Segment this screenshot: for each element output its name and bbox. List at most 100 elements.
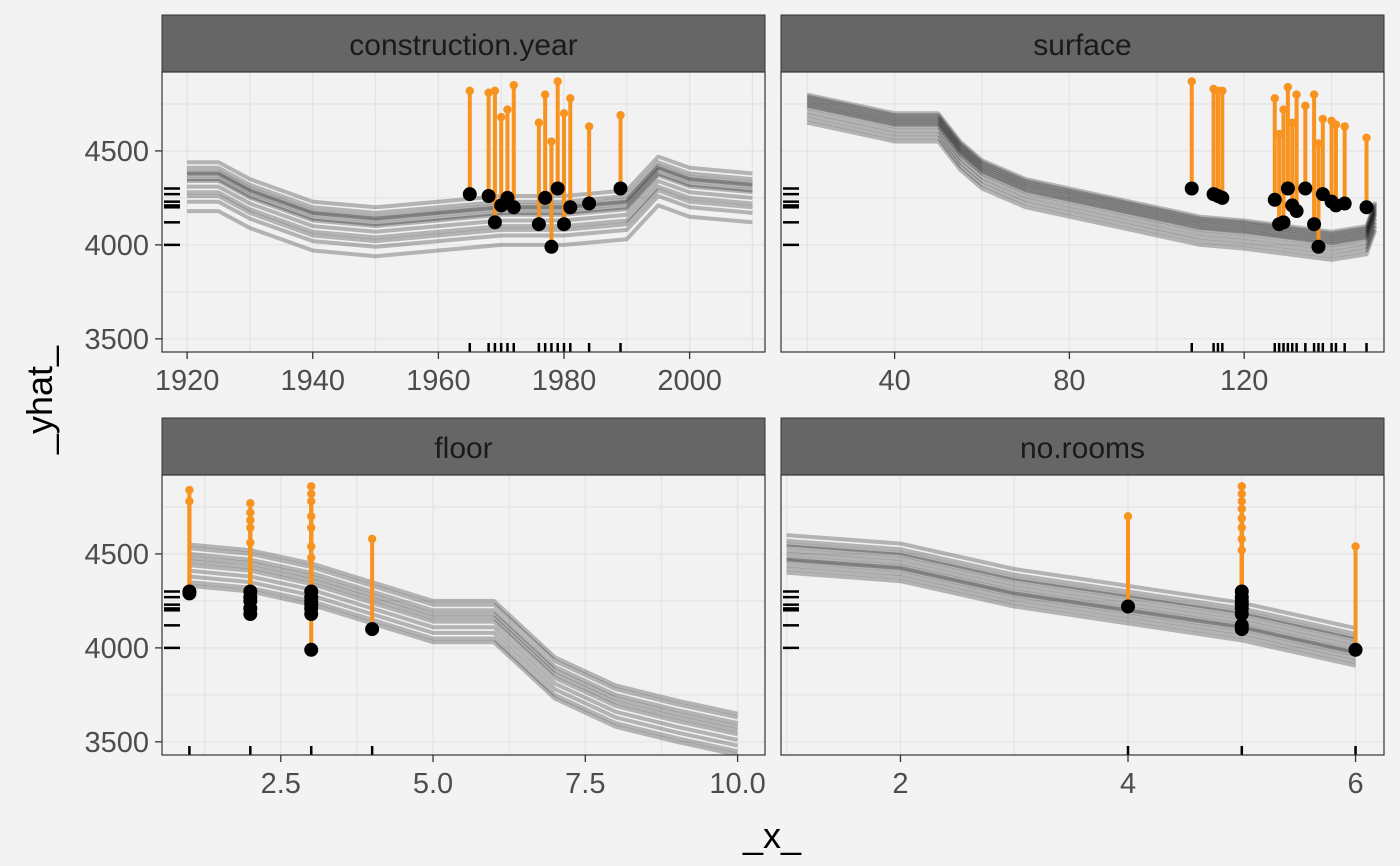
- x-tick-label: 2.5: [261, 768, 301, 800]
- panel-background: [781, 475, 1384, 755]
- residual-end-point: [1237, 514, 1246, 523]
- residual-end-point: [1288, 118, 1297, 127]
- profile-line: [187, 188, 753, 244]
- x-tick-label: 7.5: [565, 768, 605, 800]
- observation-point: [365, 622, 380, 637]
- profile-line: [806, 120, 1378, 262]
- residual-end-point: [307, 553, 316, 562]
- residual-end-point: [1270, 94, 1279, 103]
- observation-point: [613, 181, 628, 196]
- facet-panel-no.rooms: no.rooms 2 4 6: [780, 417, 1385, 800]
- panel-plot-area: [781, 72, 1384, 352]
- profile-line: [786, 542, 1357, 640]
- x-tick-label: 1920: [155, 365, 220, 397]
- profile-line: [189, 546, 739, 720]
- residual-end-point: [246, 515, 255, 525]
- profile-line: [786, 567, 1357, 664]
- x-tick-label: 2: [892, 768, 908, 800]
- residual-end-point: [1123, 512, 1133, 521]
- profile-line: [189, 580, 739, 754]
- facet-strip-label: construction.year: [349, 29, 577, 62]
- panel-plot-area: [781, 475, 1384, 755]
- panel-border: [161, 474, 766, 756]
- profile-line: [786, 544, 1357, 642]
- residual-end-point: [1318, 114, 1328, 124]
- profile-line: [806, 98, 1378, 240]
- x-tick-label: 6: [1347, 768, 1363, 800]
- residual-end-point: [540, 90, 550, 99]
- residual-end-point: [534, 118, 544, 127]
- profile-line: [187, 184, 753, 240]
- panel-border: [780, 474, 1385, 756]
- residual-end-point: [1351, 542, 1360, 551]
- observation-point: [1184, 181, 1199, 196]
- profile-line: [187, 171, 753, 227]
- residual-end-point: [1237, 545, 1246, 555]
- residual-end-point: [185, 497, 194, 506]
- profile-line: [806, 100, 1378, 242]
- residual-end-point: [1314, 139, 1323, 148]
- profile-line: [187, 203, 753, 259]
- residual-end-point: [1331, 120, 1341, 129]
- profile-line: [189, 563, 739, 737]
- observation-point: [1359, 200, 1374, 215]
- facet-strip: [161, 417, 766, 476]
- panel-plot-area: [162, 475, 765, 755]
- profile-line: [806, 117, 1378, 259]
- profile-line: [189, 568, 739, 742]
- profile-line: [786, 555, 1357, 653]
- observation-point: [550, 181, 565, 196]
- x-axis-title: _x_: [742, 815, 802, 856]
- observation-point: [506, 200, 521, 215]
- profile-line: [806, 113, 1378, 255]
- residual-end-point: [1187, 77, 1196, 86]
- residual-end-point: [246, 508, 255, 517]
- observation-point: [1276, 215, 1291, 230]
- profile-line: [189, 559, 739, 733]
- observation-point: [531, 217, 546, 232]
- observation-point: [582, 196, 597, 211]
- profile-line: [187, 167, 753, 223]
- profile-line: [187, 194, 753, 249]
- x-tick-label: 5.0: [413, 768, 453, 800]
- profile-line: [187, 173, 753, 229]
- residual-end-point: [616, 111, 625, 120]
- observation-point: [462, 187, 477, 202]
- facet-strip: [780, 14, 1385, 73]
- profile-line: [786, 533, 1357, 631]
- x-tick-label: 120: [1220, 365, 1268, 397]
- y-tick-label: 4500: [84, 136, 149, 168]
- facet-panel-surface: surface 40 80 120: [780, 14, 1385, 397]
- x-tick-label: 1980: [532, 365, 597, 397]
- y-tick-label: 3500: [84, 324, 149, 356]
- profile-line: [806, 109, 1378, 251]
- y-tick-label: 4500: [84, 539, 149, 571]
- profile-line: [189, 574, 739, 748]
- panel-background: [162, 475, 765, 755]
- observation-point: [563, 200, 578, 215]
- observation-point: [544, 239, 559, 254]
- profile-line: [786, 557, 1357, 655]
- residual-end-point: [490, 86, 500, 95]
- observation-point: [1307, 217, 1322, 232]
- profile-line: [806, 103, 1378, 245]
- profile-line: [806, 101, 1378, 244]
- residual-end-point: [1237, 497, 1246, 506]
- residual-end-point: [1237, 534, 1246, 544]
- residual-end-point: [307, 482, 316, 491]
- observation-point: [487, 215, 502, 230]
- facet-panels: construction.year 1920 1940 1960 1980 2000 350…: [84, 14, 1385, 800]
- profile-line: [187, 179, 753, 234]
- residual-end-point: [367, 534, 377, 544]
- residual-end-point: [503, 105, 512, 114]
- profile-line: [786, 559, 1357, 657]
- facet-strip: [161, 14, 766, 73]
- profile-line: [189, 555, 739, 729]
- profile-line: [187, 165, 753, 221]
- observation-point: [1311, 239, 1326, 254]
- residual-end-point: [1292, 90, 1301, 99]
- residual-end-point: [1218, 86, 1227, 95]
- observation-point: [1267, 192, 1282, 207]
- x-tick-label: 10.0: [709, 768, 765, 800]
- residual-end-point: [1279, 105, 1288, 114]
